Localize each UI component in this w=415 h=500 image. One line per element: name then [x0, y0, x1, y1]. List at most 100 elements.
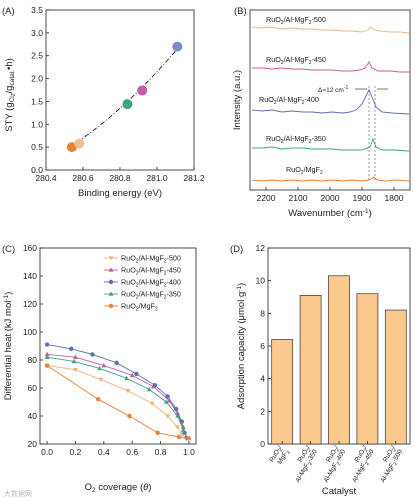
panel-a-point-4 [137, 85, 148, 96]
panel-d-bar-5 [384, 309, 407, 445]
panel-c-series-line-2 [47, 353, 187, 438]
panel-d-label: (D) [230, 244, 243, 255]
panel-c-y-tick-label: 80 [28, 355, 38, 365]
panel-c-point [165, 394, 170, 399]
panel-c-point [149, 401, 155, 406]
panel-c-point [165, 414, 171, 419]
watermark: 大数据网 [4, 489, 32, 498]
panel-c-legend-label: RuO2/Al-MgF2-500 [121, 254, 181, 265]
panel-c-point [175, 413, 180, 418]
panel-b-label-400: RuO2/Al-MgF2-400 [259, 95, 319, 106]
panel-c-point [152, 383, 158, 388]
panel-b-delta-annotation: Δ=12 cm-1 [318, 85, 349, 94]
panel-c-x-tick-label: 0.8 [155, 447, 167, 457]
panel-a-y-tick-label: 2.5 [31, 51, 43, 61]
panel-d-bar-3 [328, 275, 350, 445]
panel-a-y-tick-label: 0.0 [31, 165, 43, 175]
panel-c-point [176, 434, 182, 440]
panel-b-spectrum-mgf2 [251, 176, 410, 182]
panel-c-point [166, 398, 172, 403]
panel-c-point [129, 372, 135, 378]
panel-c-legend-marker [108, 256, 114, 261]
panel-c-series-line-3 [47, 344, 186, 433]
panel-a-y-tick-label: 3.5 [31, 5, 43, 15]
panel-c-legend-label: RuO2/MgF2 [121, 302, 158, 313]
panel-d-bar-2 [299, 295, 322, 445]
panel-c-x-tick-label: 0.4 [98, 447, 110, 457]
panel-c-y-tick-label: 140 [23, 271, 37, 281]
panel-a-point-5 [172, 41, 183, 52]
panel-d-bar-1 [271, 339, 294, 445]
panel-c-point [44, 363, 50, 368]
panel-a-trend-line [67, 46, 180, 149]
panel-c-point [155, 430, 160, 435]
panel-d-x-axis-label: Catalyst [322, 486, 357, 497]
panel-c-x-axis-label: O2 coverage (θ) [85, 482, 152, 494]
panel-a-y-tick-label: 0.5 [31, 142, 43, 152]
panel-c-point [134, 371, 139, 377]
panel-b-label-500: RuO2/Al-MgF2-500 [266, 15, 326, 26]
panel-a-point-2 [74, 138, 85, 149]
panel-d-category-label: RuO2/Al-MgF2-350 [294, 444, 319, 483]
panel-a-point-3 [122, 99, 133, 110]
panel-d-y-tick-label: 2 [260, 406, 265, 416]
panel-c-legend-label: RuO2/Al-MgF2-400 [121, 278, 181, 289]
panel-d-category-label: RuO2/MgF2 [268, 444, 292, 465]
panel-b-label: (B) [234, 6, 247, 17]
panel-c-point [125, 389, 131, 394]
panel-a-scatter: (A) 280.4 280.6 280.8 281.0 281.2 0.0 0.5 1.0 1.… [2, 5, 205, 199]
panel-b-label-350: RuO2/Al-MgF2-350 [266, 134, 326, 145]
panel-b-spectrum-400 [251, 88, 410, 115]
panel-a-y-axis-label: STY (gCl2/gcatal.•h) [4, 58, 17, 132]
panel-c-y-tick-label: 20 [28, 439, 38, 449]
panel-a-label: (A) [2, 6, 15, 17]
panel-c-x-tick-label: 0.0 [41, 447, 53, 457]
panel-b-x-tick-label: 1800 [385, 193, 404, 203]
panel-b-x-tick-label: 2200 [257, 193, 276, 203]
panel-a-x-tick-label: 281.0 [146, 173, 168, 183]
panel-a-y-tick-label: 1.5 [31, 96, 43, 106]
panel-d-category-label: RuO2/Al-MgF2-400 [323, 444, 348, 483]
panel-c-legend: RuO2/Al-MgF2-500RuO2/Al-MgF2-450RuO2/Al-… [104, 254, 181, 313]
panel-c-point [101, 363, 107, 368]
panel-c-point [146, 386, 152, 392]
panel-c-legend-label: RuO2/Al-MgF2-350 [121, 290, 181, 301]
panel-c-legend-marker [108, 279, 114, 285]
panel-c-point [180, 427, 186, 432]
panel-c-point [114, 360, 119, 365]
panel-b-spectrum-500 [251, 26, 410, 34]
panel-b-spectrum-450 [252, 61, 409, 73]
panel-c-y-tick-label: 160 [23, 243, 37, 253]
panel-a-y-tick-label: 1.0 [31, 119, 43, 129]
panel-c-point [95, 397, 101, 402]
panel-a-x-tick-label: 281.2 [183, 173, 205, 183]
panel-d-y-axis-label: Adsorption capacity (μmol g-1) [236, 283, 247, 409]
panel-b-label-450: RuO2/Al-MgF2-450 [266, 55, 326, 66]
panel-c-legend-marker [108, 267, 114, 272]
panel-d-category-label: RuO2/Al-MgF2-450 [351, 444, 376, 483]
panel-c-point [71, 358, 77, 364]
panel-c-differential-heat: (C) 0.0 0.2 0.4 0.6 0.8 1.0 20 40 60 80 100 120 140 1… [2, 243, 197, 494]
panel-c-point [97, 365, 102, 371]
panel-c-legend-marker [108, 303, 114, 309]
panel-c-y-tick-label: 40 [28, 411, 38, 421]
panel-b-x-tick-label: 1900 [353, 193, 372, 203]
panel-d-y-tick-label: 10 [256, 276, 266, 286]
panel-c-label: (C) [2, 244, 15, 255]
panel-b-ir-spectra: (B) 2200 2100 2000 1900 1800 Δ=12 cm-1 RuO2/… [232, 6, 411, 219]
panel-c-point [163, 399, 169, 404]
panel-a-point-1 [66, 142, 77, 153]
panel-c-point [124, 375, 129, 380]
panel-d-y-tick-label: 12 [256, 243, 266, 253]
panel-a-y-tick-label: 3.0 [31, 28, 43, 38]
panel-c-point [73, 354, 78, 359]
panel-a-y-tick-label: 2.0 [31, 74, 43, 84]
panel-b-x-tick-label: 2100 [289, 193, 308, 203]
panel-c-point [173, 406, 179, 412]
panel-c-point [73, 368, 78, 373]
panel-c-y-axis-label: Differential heat (kJ mol-1) [3, 292, 14, 401]
panel-c-plot-frame [39, 247, 197, 445]
panel-c-point [175, 425, 180, 430]
